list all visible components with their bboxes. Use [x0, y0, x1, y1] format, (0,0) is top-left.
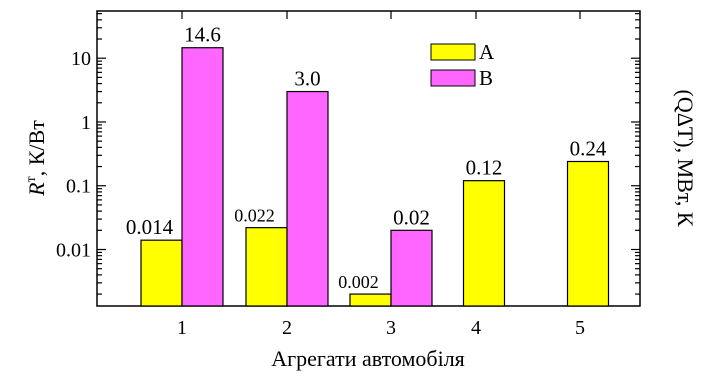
data-label: 3.0: [294, 67, 320, 91]
x-tick-label: 3: [386, 317, 396, 339]
x-tick-label: 5: [575, 317, 585, 339]
data-label: 0.02: [393, 205, 430, 229]
y-axis-title-sup: т: [24, 176, 39, 182]
data-label: 0.24: [570, 136, 607, 160]
legend: A B: [430, 40, 495, 90]
y-axis-right-title: (QΔT), МВт, К: [673, 90, 698, 227]
y-tick-label: 0.1: [66, 176, 91, 198]
legend-swatch-a: [430, 43, 476, 61]
data-labels: 0.014 14.6 0.022 3.0 0.002 0.02 0.12 0.24: [126, 23, 607, 292]
legend-label-a: A: [479, 40, 495, 64]
y-axis-title: Rт, К/Вт: [24, 120, 49, 197]
data-label: 0.014: [126, 215, 174, 239]
bar-a-2: [245, 227, 288, 307]
x-tick-label: 1: [177, 317, 187, 339]
bar-a-4: [462, 180, 506, 307]
legend-swatch-b: [430, 69, 476, 87]
legend-label-b: B: [479, 66, 493, 90]
bar-b-1: [181, 47, 224, 307]
y-axis-title-rest: , К/Вт: [24, 120, 49, 176]
data-label: 0.002: [338, 272, 379, 292]
bar-b-2: [286, 90, 329, 307]
bar-a-3: [349, 293, 392, 307]
bar-a-1: [140, 239, 183, 307]
y-axis-title-main: R: [24, 182, 49, 197]
bar-b-3: [390, 229, 433, 307]
x-axis-ticks: 1 2 3 4 5: [177, 11, 585, 339]
y-tick-label: 10: [71, 48, 91, 70]
data-label: 0.022: [234, 206, 275, 226]
x-axis-title: Агрегати автомобіля: [271, 346, 465, 371]
y-axis-ticks: 0.01 0.1 1 10: [56, 13, 640, 295]
data-label: 14.6: [184, 23, 221, 47]
y-tick-label: 0.01: [56, 240, 91, 262]
x-tick-label: 4: [471, 317, 481, 339]
bar-a-5: [566, 160, 610, 307]
y-tick-label: 1: [81, 112, 91, 134]
data-label: 0.12: [466, 156, 503, 180]
x-tick-label: 2: [282, 317, 292, 339]
bars: [140, 47, 610, 307]
